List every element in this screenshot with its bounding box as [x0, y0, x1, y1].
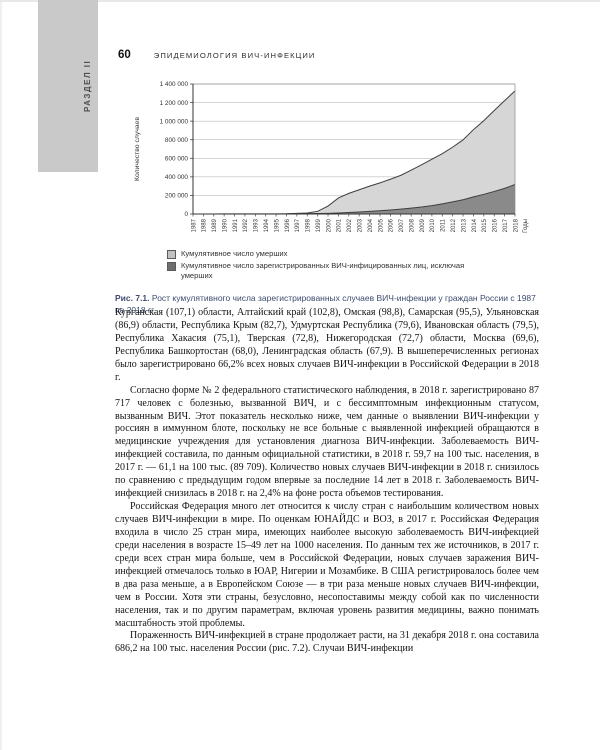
paragraph: Российская Федерация много лет относится… [115, 501, 539, 629]
legend-swatch-icon [167, 262, 176, 271]
y-tick-label: 1 200 000 [160, 100, 189, 107]
x-tick-label: 2011 [441, 218, 447, 232]
x-tick-label: 2012 [451, 218, 457, 232]
x-tick-label: 2013 [461, 218, 467, 232]
legend-item: Кумулятивное число умерших [167, 249, 497, 259]
x-tick-label: 2009 [420, 218, 426, 232]
x-tick-label: 2006 [389, 218, 395, 232]
x-tick-label: 1988 [202, 218, 208, 232]
x-tick-label: 2005 [378, 218, 384, 232]
x-tick-label: 2008 [409, 218, 415, 232]
y-tick-label: 600 000 [165, 155, 189, 162]
chart-legend: Кумулятивное число умерших Кумулятивное ч… [167, 249, 539, 281]
y-tick-label: 1 400 000 [160, 81, 189, 88]
x-tick-label: 1989 [212, 218, 218, 232]
x-axis-title: Годы [523, 219, 529, 233]
x-tick-label: 2016 [493, 218, 499, 232]
x-tick-label: 2014 [472, 218, 478, 232]
page-number: 60 [118, 49, 131, 61]
cumulative-hiv-cases-chart: 0 200 000 400 000 600 000 800 000 1 000 000 1 … [134, 81, 529, 233]
x-tick-label: 2017 [503, 218, 509, 232]
x-tick-label: 2001 [337, 218, 343, 232]
figure-7-1: 0 200 000 400 000 600 000 800 000 1 000 000 1 … [115, 80, 539, 316]
paragraph: Курганская (107,1) области, Алтайский кр… [115, 307, 539, 383]
x-tick-label: 2007 [399, 218, 405, 232]
paragraph: Согласно форме № 2 федерального статисти… [115, 384, 539, 500]
figure-caption: Рис. 7.1. Рост кумулятивного числа зарег… [115, 292, 539, 317]
y-tick-label: 800 000 [165, 137, 189, 144]
x-tick-label: 1999 [316, 218, 322, 232]
figure-caption-text: Рост кумулятивного числа зарегистрирован… [115, 292, 536, 316]
x-tick-label: 1996 [285, 218, 291, 232]
y-axis-title: Количество случаев [134, 117, 141, 181]
x-tick-label: 2015 [482, 218, 488, 232]
y-tick-label: 1 000 000 [160, 118, 189, 125]
x-tick-label: 2000 [326, 218, 332, 232]
body-text: Курганская (107,1) области, Алтайский кр… [115, 307, 539, 656]
y-tick-label: 400 000 [165, 174, 189, 181]
x-tick-label: 2018 [513, 218, 519, 232]
section-tab-label: РАЗДЕЛ II [83, 59, 92, 113]
x-tick-label: 2010 [430, 218, 436, 232]
legend-label: Кумулятивное число зарегистрированных ВИ… [181, 261, 465, 280]
paragraph: Пораженность ВИЧ-инфекцией в стране прод… [115, 630, 539, 655]
x-tick-label: 1992 [243, 218, 249, 232]
x-tick-label: 1995 [274, 218, 280, 232]
area-series [193, 90, 515, 214]
x-tick-label: 1994 [264, 218, 270, 232]
x-tick-label: 1998 [306, 218, 312, 232]
figure-caption-label: Рис. 7.1. [115, 292, 150, 303]
x-tick-label: 1993 [254, 218, 260, 232]
running-head-title: ЭПИДЕМИОЛОГИЯ ВИЧ-ИНФЕКЦИИ [153, 51, 316, 60]
x-tick-label: 2004 [368, 218, 374, 232]
legend-swatch-icon [167, 250, 176, 259]
x-tick-label: 1987 [191, 218, 197, 232]
y-tick-label: 0 [184, 211, 188, 218]
running-header: 60 ЭПИДЕМИОЛОГИЯ ВИЧ-ИНФЕКЦИИ [118, 49, 316, 61]
x-tick-label: 2002 [347, 218, 353, 232]
x-tick-label: 2003 [357, 218, 363, 232]
area-series [193, 184, 515, 214]
y-tick-label: 200 000 [165, 193, 189, 200]
x-tick-label: 1991 [233, 218, 239, 232]
legend-item: Кумулятивное число зарегистрированных ВИ… [167, 261, 497, 281]
legend-label: Кумулятивное число умерших [181, 249, 288, 258]
x-tick-label: 1997 [295, 218, 301, 232]
section-tab: РАЗДЕЛ II [38, 0, 98, 172]
x-tick-label: 1990 [222, 218, 228, 232]
